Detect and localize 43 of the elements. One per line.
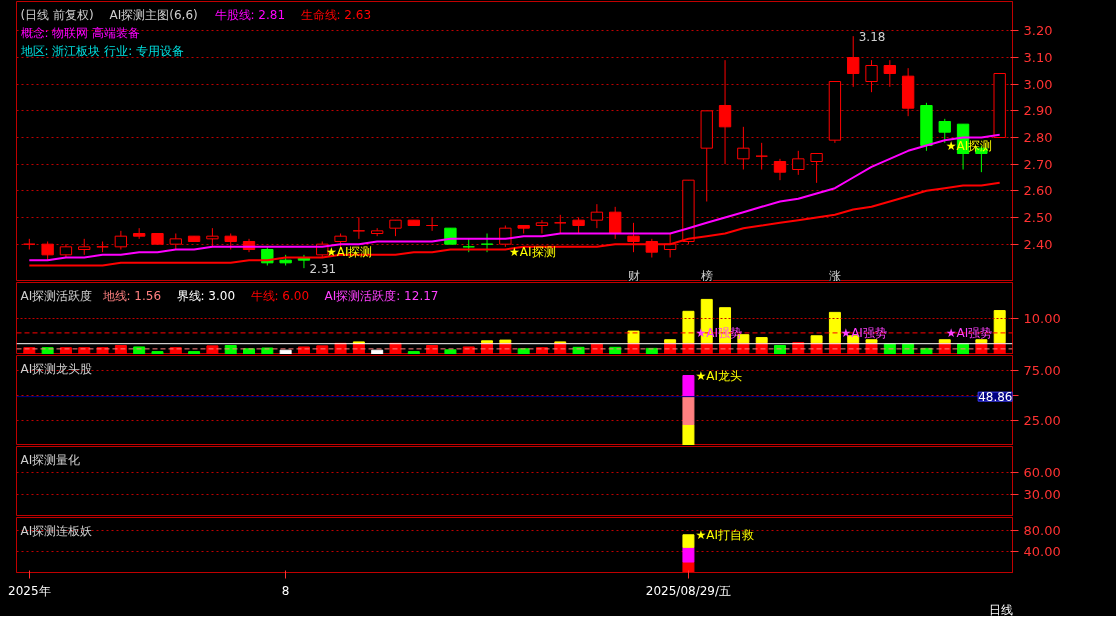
y-tick-label: 3.00 — [1023, 76, 1053, 92]
ref-line-label: 界线: 3.00 — [176, 288, 236, 303]
y-tick-label: 80.00 — [1023, 523, 1061, 539]
text: AI探测龙头股 — [20, 361, 93, 376]
y-tick-label: 2.80 — [1023, 130, 1053, 145]
annotation: 地区: 浙江板块 行业: 专用设备 — [19, 43, 185, 58]
x-axis-title: 日线 — [988, 602, 1013, 617]
annotation: 榜 — [700, 269, 713, 284]
text: (日线 前复权) — [20, 7, 94, 22]
annotation: 财 — [627, 269, 640, 284]
annotation: AI探测活跃度: 12.17 — [324, 288, 439, 303]
text: AI探测量化 — [20, 452, 81, 467]
y-tick-label: 2.40 — [1023, 236, 1053, 252]
y-tick-label: 40.00 — [1023, 544, 1061, 560]
y-tick-label: 60.00 — [1023, 465, 1061, 481]
text: 生命线: 2.63 — [300, 7, 372, 22]
y-tick-label: 2.70 — [1023, 156, 1053, 172]
annotation: ★AI打自救 — [695, 527, 754, 542]
annotation: 2.31 — [309, 261, 337, 276]
y-tick-label: 2.60 — [1023, 183, 1053, 199]
y-tick-label: 2.90 — [1023, 103, 1053, 119]
annotation: 涨 — [828, 269, 841, 284]
x-tick-label: 2025/08/29/五 — [645, 583, 732, 598]
annotation: ★AI龙头 — [695, 368, 742, 383]
y-tick-label: 75.00 — [1023, 363, 1061, 378]
y-tick-label: 3.10 — [1023, 50, 1053, 65]
text: 牛股线: 2.81 — [214, 7, 286, 22]
y-tick-label: 25.00 — [1023, 413, 1061, 428]
text: AI探测主图(6,6) — [109, 7, 198, 22]
x-tick-label: 8 — [281, 583, 290, 598]
y-tick-label: 2.50 — [1023, 210, 1053, 225]
y-tick-label: 10.00 — [1023, 311, 1061, 326]
text: AI探测连板妖 — [20, 523, 93, 538]
ref-line-label: 地线: 1.56 — [101, 288, 162, 303]
ref-line-label: 48.86 — [978, 390, 1013, 405]
y-tick-label: 30.00 — [1023, 487, 1061, 503]
annotation: 3.18 — [858, 29, 886, 44]
ref-line-label: 牛线: 6.00 — [250, 288, 310, 303]
x-tick-label: 2025年 — [8, 583, 51, 598]
annotation: ★AI探测 — [509, 245, 556, 260]
annotation: 概念: 物联网 高端装备 — [20, 25, 141, 40]
y-tick-label: 3.20 — [1023, 23, 1053, 39]
text: AI探测活跃度 — [20, 288, 93, 303]
